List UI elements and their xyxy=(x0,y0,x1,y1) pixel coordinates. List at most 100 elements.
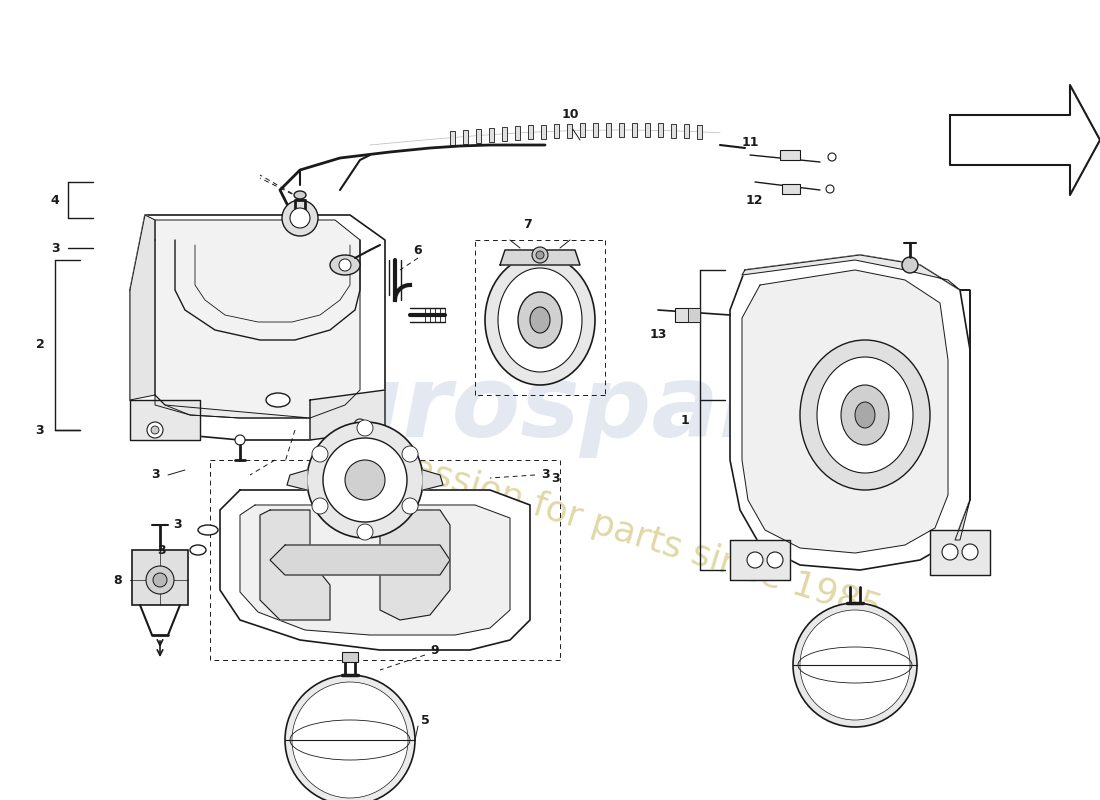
Circle shape xyxy=(402,446,418,462)
Text: 3: 3 xyxy=(551,471,559,485)
Circle shape xyxy=(793,603,917,727)
Bar xyxy=(697,125,702,138)
Polygon shape xyxy=(742,255,960,290)
Ellipse shape xyxy=(198,525,218,535)
Ellipse shape xyxy=(330,255,360,275)
Circle shape xyxy=(942,544,958,560)
Ellipse shape xyxy=(498,268,582,372)
Ellipse shape xyxy=(266,393,290,407)
Text: 3: 3 xyxy=(157,543,166,557)
Text: 6: 6 xyxy=(414,243,422,257)
Text: 3: 3 xyxy=(151,469,160,482)
Polygon shape xyxy=(287,470,307,490)
Polygon shape xyxy=(950,85,1100,195)
Circle shape xyxy=(358,420,373,436)
Polygon shape xyxy=(730,255,970,570)
Circle shape xyxy=(358,524,373,540)
Bar xyxy=(528,126,534,139)
Bar xyxy=(541,125,546,139)
Circle shape xyxy=(312,446,328,462)
Text: 8: 8 xyxy=(113,574,122,586)
Text: 11: 11 xyxy=(741,137,759,150)
Bar xyxy=(782,184,800,194)
Bar xyxy=(463,130,467,144)
Polygon shape xyxy=(730,540,790,580)
Circle shape xyxy=(292,682,408,798)
Polygon shape xyxy=(130,215,155,400)
Polygon shape xyxy=(379,510,450,620)
Polygon shape xyxy=(155,220,360,418)
Bar xyxy=(580,123,585,138)
Bar xyxy=(675,308,700,322)
Circle shape xyxy=(826,185,834,193)
Text: 12: 12 xyxy=(746,194,762,206)
Circle shape xyxy=(146,566,174,594)
Bar xyxy=(502,127,507,141)
Text: 5: 5 xyxy=(420,714,429,726)
Bar xyxy=(476,129,481,142)
Bar xyxy=(780,150,800,160)
Bar xyxy=(671,124,676,138)
Polygon shape xyxy=(260,510,330,620)
Ellipse shape xyxy=(800,340,929,490)
Text: 10: 10 xyxy=(561,109,579,122)
Polygon shape xyxy=(130,215,385,440)
Bar xyxy=(566,124,572,138)
Ellipse shape xyxy=(842,385,889,445)
Bar xyxy=(450,130,455,145)
Text: 7: 7 xyxy=(524,218,532,231)
Ellipse shape xyxy=(190,545,206,555)
Polygon shape xyxy=(130,400,200,440)
Text: eurospares: eurospares xyxy=(264,362,896,458)
Bar xyxy=(606,123,610,137)
Circle shape xyxy=(323,438,407,522)
Circle shape xyxy=(147,422,163,438)
Ellipse shape xyxy=(485,255,595,385)
Polygon shape xyxy=(424,470,443,490)
Text: 2: 2 xyxy=(35,338,44,351)
Text: 3: 3 xyxy=(35,423,44,437)
Polygon shape xyxy=(310,390,385,440)
Bar xyxy=(688,308,700,322)
Polygon shape xyxy=(930,530,990,575)
Text: 1: 1 xyxy=(681,414,690,426)
Circle shape xyxy=(828,153,836,161)
Polygon shape xyxy=(220,490,530,650)
Polygon shape xyxy=(270,545,450,575)
Text: 4: 4 xyxy=(51,194,59,206)
Circle shape xyxy=(536,251,544,259)
Bar xyxy=(132,550,188,605)
Polygon shape xyxy=(955,290,970,540)
Circle shape xyxy=(285,675,415,800)
Bar xyxy=(490,128,494,142)
Circle shape xyxy=(354,419,366,431)
Bar xyxy=(619,123,624,137)
Circle shape xyxy=(345,460,385,500)
Bar xyxy=(342,652,358,662)
Circle shape xyxy=(151,426,160,434)
Polygon shape xyxy=(500,250,580,265)
Text: 13: 13 xyxy=(649,329,667,342)
Polygon shape xyxy=(742,270,948,553)
Ellipse shape xyxy=(294,191,306,199)
Bar xyxy=(515,126,520,140)
Circle shape xyxy=(235,435,245,445)
Bar xyxy=(593,123,598,138)
Bar xyxy=(658,123,663,138)
Bar xyxy=(684,124,689,138)
Circle shape xyxy=(767,552,783,568)
Circle shape xyxy=(747,552,763,568)
Polygon shape xyxy=(240,505,510,635)
Circle shape xyxy=(312,498,328,514)
Ellipse shape xyxy=(518,292,562,348)
Text: a passion for parts since 1985: a passion for parts since 1985 xyxy=(354,434,886,626)
Ellipse shape xyxy=(530,307,550,333)
Circle shape xyxy=(962,544,978,560)
Circle shape xyxy=(153,573,167,587)
Text: 9: 9 xyxy=(431,643,439,657)
Ellipse shape xyxy=(855,402,875,428)
Text: 3: 3 xyxy=(173,518,182,531)
Bar xyxy=(554,124,559,138)
Circle shape xyxy=(532,247,548,263)
Circle shape xyxy=(902,257,918,273)
